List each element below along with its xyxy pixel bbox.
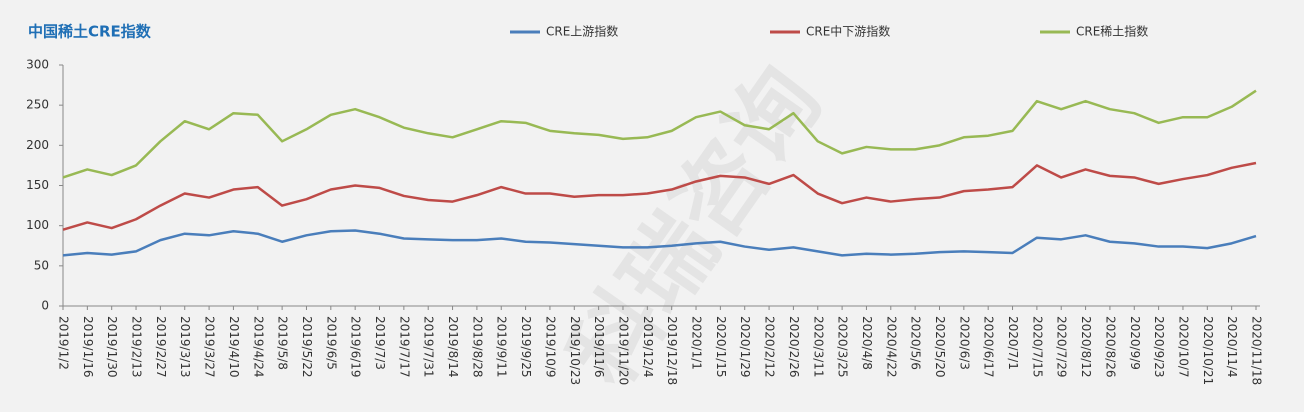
y-tick-label: 200 (26, 138, 49, 152)
x-tick-label: 2020/11/4 (1225, 316, 1239, 378)
x-tick-label: 2019/6/5 (324, 316, 338, 370)
x-tick-label: 2019/7/31 (422, 316, 436, 378)
x-tick-label: 2019/3/13 (178, 316, 192, 378)
x-tick-label: 2020/8/26 (1103, 316, 1117, 378)
x-tick-label: 2019/9/11 (495, 316, 509, 378)
x-tick-label: 2020/1/15 (714, 316, 728, 378)
x-tick-label: 2020/3/25 (836, 316, 850, 378)
x-tick-label: 2020/5/6 (909, 316, 923, 370)
x-tick-label: 2019/12/4 (641, 316, 655, 378)
y-tick-label: 50 (34, 258, 49, 272)
x-tick-label: 2019/1/30 (105, 316, 119, 378)
x-tick-label: 2020/10/7 (1176, 316, 1190, 378)
x-tick-label: 2020/7/15 (1030, 316, 1044, 378)
x-tick-label: 2020/1/1 (690, 316, 704, 370)
x-tick-label: 2020/4/22 (884, 316, 898, 378)
y-tick-label: 0 (41, 299, 49, 313)
chart-title: 中国稀土CRE指数 (28, 23, 152, 41)
x-tick-label: 2019/7/3 (373, 316, 387, 370)
x-tick-label: 2019/5/8 (276, 316, 290, 370)
x-tick-label: 2019/10/9 (543, 316, 557, 378)
legend-label: CRE上游指数 (546, 24, 618, 39)
x-tick-label: 2019/1/2 (57, 316, 71, 370)
y-tick-label: 300 (26, 58, 49, 72)
x-tick-label: 2020/8/12 (1079, 316, 1093, 378)
x-tick-label: 2019/2/27 (154, 316, 168, 378)
y-tick-label: 150 (26, 178, 49, 192)
x-tick-label: 2019/9/25 (519, 316, 533, 378)
x-tick-label: 2020/4/8 (860, 316, 874, 370)
x-tick-label: 2019/12/18 (665, 316, 679, 385)
x-tick-label: 2020/7/1 (1006, 316, 1020, 370)
series-line (62, 89, 1257, 179)
x-tick-label: 2020/7/29 (1055, 316, 1069, 378)
y-tick-label: 100 (26, 218, 49, 232)
series-line (62, 229, 1257, 257)
x-tick-label: 2020/9/23 (1152, 316, 1166, 378)
series-line (62, 161, 1257, 231)
x-tick-label: 2019/11/20 (616, 316, 630, 385)
x-tick-label: 2019/1/16 (81, 316, 95, 378)
x-tick-label: 2019/11/6 (592, 316, 606, 378)
x-tick-label: 2020/6/3 (957, 316, 971, 370)
x-tick-label: 2019/3/27 (203, 316, 217, 378)
x-tick-label: 2020/11/18 (1250, 316, 1264, 385)
x-tick-label: 2019/7/17 (397, 316, 411, 378)
x-tick-label: 2020/3/11 (811, 316, 825, 378)
x-tick-label: 2019/2/13 (130, 316, 144, 378)
x-tick-label: 2020/10/21 (1201, 316, 1215, 385)
x-tick-label: 2019/6/19 (349, 316, 363, 378)
x-tick-label: 2019/8/28 (470, 316, 484, 378)
legend-label: CRE中下游指数 (806, 24, 890, 39)
x-tick-label: 2019/5/22 (300, 316, 314, 378)
x-tick-label: 2020/9/9 (1128, 316, 1142, 370)
x-tick-label: 2020/6/17 (982, 316, 996, 378)
x-tick-label: 2019/10/23 (568, 316, 582, 385)
x-tick-label: 2019/8/14 (446, 316, 460, 378)
x-tick-label: 2019/4/10 (227, 316, 241, 378)
y-tick-label: 250 (26, 98, 49, 112)
x-tick-label: 2020/5/20 (933, 316, 947, 378)
x-tick-label: 2020/2/26 (787, 316, 801, 378)
x-tick-label: 2019/4/24 (251, 316, 265, 378)
legend-label: CRE稀土指数 (1076, 24, 1148, 39)
x-tick-label: 2020/1/29 (738, 316, 752, 378)
x-tick-label: 2020/2/12 (763, 316, 777, 378)
